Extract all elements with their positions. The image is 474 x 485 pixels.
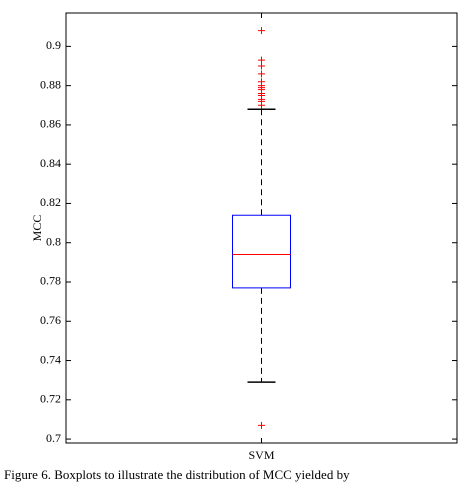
y-tick-label: 0.74 — [40, 352, 61, 366]
y-tick-label: 0.78 — [40, 274, 61, 288]
y-tick-label: 0.72 — [40, 392, 61, 406]
outlier — [258, 27, 265, 35]
y-tick-label: 0.88 — [40, 77, 61, 91]
y-tick-label: 0.86 — [40, 117, 61, 131]
x-tick-label: SVM — [248, 448, 274, 462]
y-tick-label: 0.82 — [40, 195, 61, 209]
outlier — [258, 56, 265, 64]
y-tick-label: 0.9 — [46, 38, 61, 52]
y-tick-label: 0.84 — [40, 156, 61, 170]
outlier — [258, 70, 265, 78]
outlier — [258, 62, 265, 70]
outlier — [258, 421, 265, 429]
y-axis-label: MCC — [30, 215, 44, 242]
y-tick-label: 0.8 — [46, 234, 61, 248]
y-tick-label: 0.7 — [46, 431, 61, 445]
box — [232, 214, 291, 289]
y-tick-label: 0.76 — [40, 313, 61, 327]
outlier — [258, 101, 265, 109]
caption: Figure 6. Boxplots to illustrate the dis… — [4, 467, 350, 482]
